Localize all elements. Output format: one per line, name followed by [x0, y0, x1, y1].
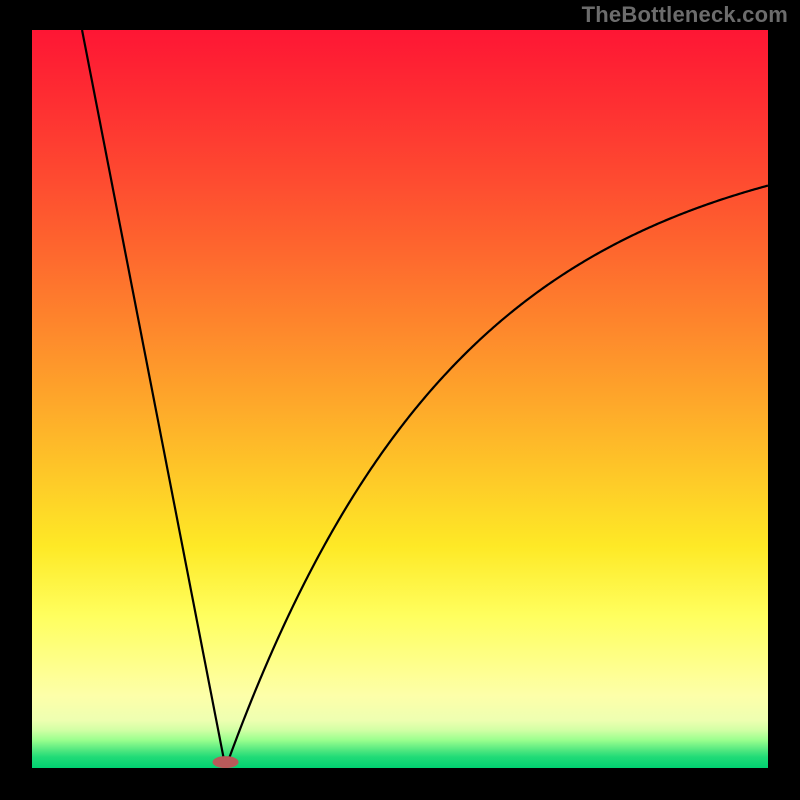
- minimum-marker: [213, 756, 239, 768]
- chart-container: TheBottleneck.com: [0, 0, 800, 800]
- watermark-text: TheBottleneck.com: [582, 2, 788, 28]
- plot-overlay: [0, 0, 800, 800]
- bottleneck-curve: [82, 30, 768, 768]
